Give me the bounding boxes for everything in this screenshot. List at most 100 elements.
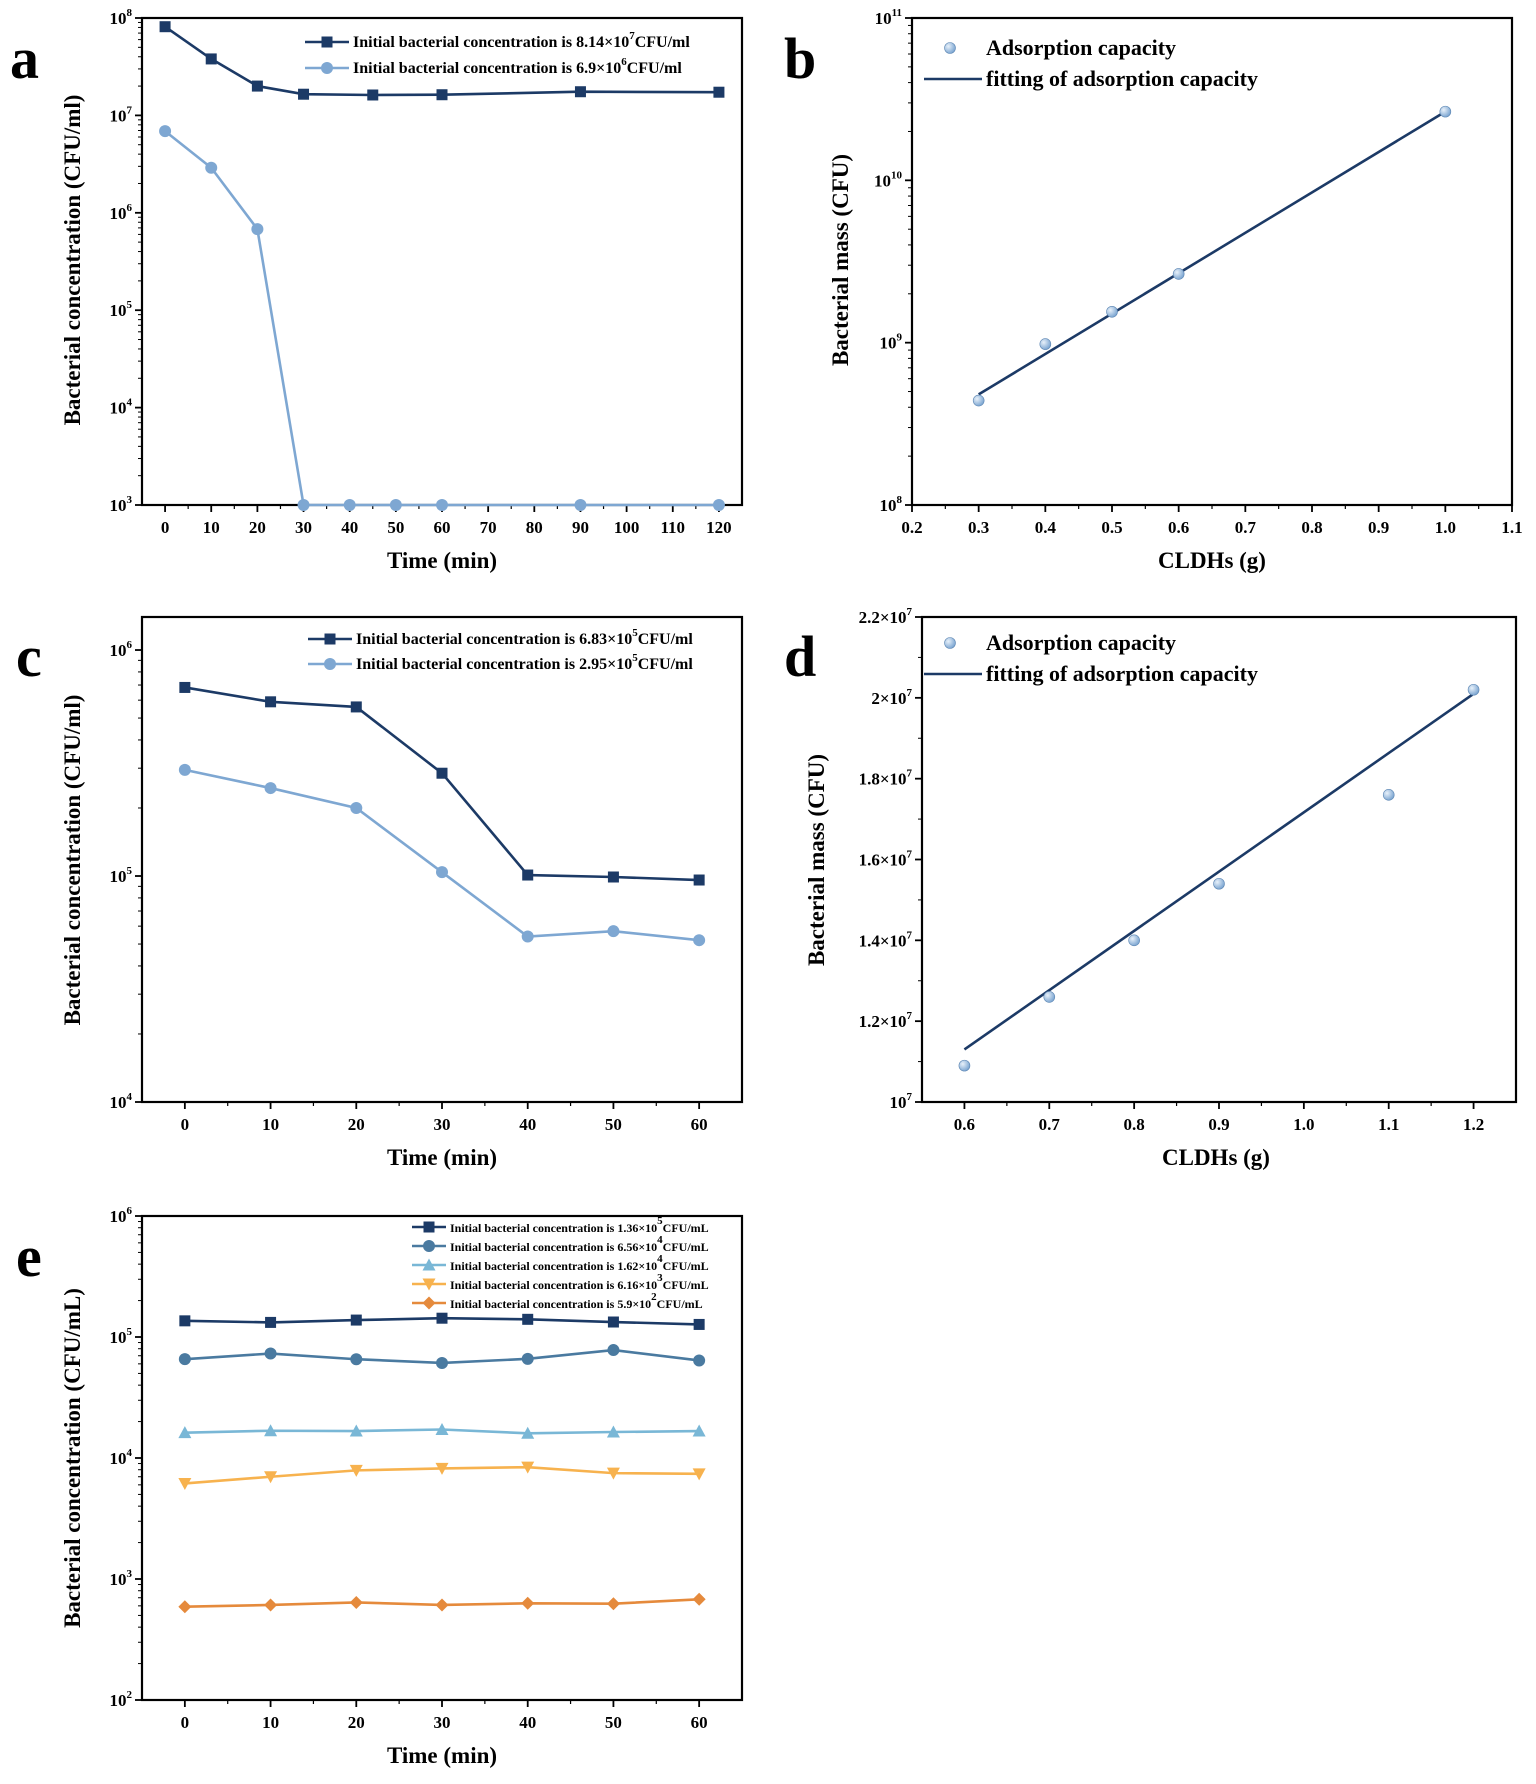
y-axis-label: Bacterial concentration (CFU/ml) (60, 95, 85, 426)
series-1 (159, 21, 725, 101)
data-point (693, 934, 706, 947)
data-point (264, 1598, 278, 1612)
x-tick-label: 60 (691, 1115, 708, 1134)
data-point (1106, 305, 1118, 318)
x-tick-label: 40 (341, 518, 358, 537)
y-tick-label: 104 (110, 1091, 133, 1112)
x-tick-label: 0.5 (1101, 518, 1122, 537)
y-tick-label: 107 (890, 1091, 913, 1112)
x-tick-label: 1.0 (1435, 518, 1456, 537)
x-tick-label: 50 (605, 1115, 622, 1134)
y-tick-label: 108 (880, 494, 903, 515)
data-point (179, 1315, 191, 1327)
legend-marker (324, 633, 336, 645)
data-point (205, 53, 217, 65)
data-point (436, 767, 448, 779)
panel-e: e 0 10 20 30 40 50 60 102 103 104 105 106 Time (min) B… (16, 1205, 744, 1768)
x-tick-label: 50 (605, 1713, 622, 1732)
legend-label: Initial bacterial concentration is 1.62×… (450, 1253, 709, 1273)
x-tick-label: 100 (614, 518, 640, 537)
data-point (713, 86, 725, 98)
data-point (712, 499, 725, 511)
y-tick-label: 105 (110, 865, 133, 886)
legend-marker (423, 1221, 435, 1233)
series-2 (178, 1344, 706, 1369)
series-1 (179, 1312, 705, 1330)
data-point (367, 89, 379, 101)
x-tick-label: 10 (262, 1713, 279, 1732)
legend: Adsorption capacity fitting of adsorption… (924, 35, 1258, 91)
fit-line (963, 692, 1475, 1051)
x-tick-label: 1.1 (1378, 1115, 1399, 1134)
data-point (159, 21, 171, 33)
series-2 (178, 763, 706, 947)
y-tick-label: 105 (110, 299, 133, 320)
y-tick-label: 2.2×107 (859, 606, 913, 627)
data-point (436, 499, 448, 511)
data-point (435, 1462, 449, 1475)
legend: Adsorption capacity fitting of adsorption… (924, 630, 1258, 686)
legend-marker (321, 36, 333, 48)
y-tick-label: 1.4×107 (859, 929, 913, 950)
y-tick-label: 1.8×107 (859, 768, 913, 789)
data-point (1382, 789, 1395, 801)
x-tick-label: 0 (181, 1115, 190, 1134)
data-point (693, 874, 705, 886)
legend-label: Initial bacterial concentration is 6.16×… (450, 1272, 709, 1292)
x-tick-label: 0.6 (954, 1115, 975, 1134)
series-line (184, 768, 700, 942)
panel-c: c 0 10 20 30 40 50 60 104 105 106 Time (min) Bacteri… (16, 615, 744, 1170)
data-point (972, 394, 985, 407)
x-tick-label: 10 (262, 1115, 279, 1134)
panel-label-b: b (784, 26, 816, 91)
legend: Initial bacterial concentration is 1.36×… (412, 1215, 709, 1311)
y-tick-label: 109 (880, 332, 903, 353)
x-tick-label: 0.7 (1235, 518, 1257, 537)
legend-label: Adsorption capacity (986, 630, 1176, 655)
data-point (606, 1425, 620, 1438)
series-2 (159, 125, 725, 511)
data-point (178, 1600, 192, 1614)
data-point (1172, 268, 1185, 280)
legend-marker (324, 658, 336, 670)
data-point (436, 866, 448, 879)
x-tick-label: 120 (706, 518, 732, 537)
data-point (521, 930, 534, 943)
data-point (343, 499, 356, 511)
data-point (607, 925, 620, 938)
y-tick-label: 1011 (875, 7, 902, 28)
data-point (389, 499, 402, 511)
x-axis-label: CLDHs (g) (1162, 1145, 1270, 1170)
data-point (607, 1316, 619, 1328)
y-tick-label: 106 (110, 1205, 133, 1226)
data-point (436, 1312, 448, 1324)
x-tick-label: 50 (387, 518, 404, 537)
legend-label: fitting of adsorption capacity (986, 66, 1258, 91)
data-point (264, 1424, 278, 1437)
data-point (264, 782, 277, 795)
data-point (1467, 683, 1480, 696)
data-point (350, 1314, 362, 1326)
y-tick-label: 106 (110, 639, 133, 660)
x-tick-label: 0.4 (1035, 518, 1057, 537)
data-point (264, 1347, 277, 1360)
x-tick-label: 30 (295, 518, 312, 537)
y-tick-label: 108 (110, 7, 133, 28)
fit-line (977, 110, 1447, 396)
legend-label: Initial bacterial concentration is 2.95×… (356, 652, 693, 673)
panel-d: d 0.6 0.7 0.8 0.9 1.0 1.1 1.2 107 1.2×107 1.4×107 1… (784, 606, 1518, 1170)
y-axis-label: Bacterial concentration (CFU/ml) (60, 695, 85, 1026)
data-point (606, 1467, 620, 1480)
data-point (692, 1468, 706, 1481)
data-point (521, 1461, 535, 1474)
x-tick-label: 10 (203, 518, 220, 537)
panel-label-a: a (10, 26, 39, 91)
legend-marker (422, 1258, 436, 1271)
data-point (349, 1424, 363, 1437)
x-tick-label: 30 (434, 1115, 451, 1134)
data-point (265, 696, 277, 708)
legend-label: Initial bacterial concentration is 6.83×… (356, 627, 693, 648)
data-point (522, 869, 534, 881)
data-point (1128, 934, 1140, 947)
series-line (184, 686, 700, 882)
